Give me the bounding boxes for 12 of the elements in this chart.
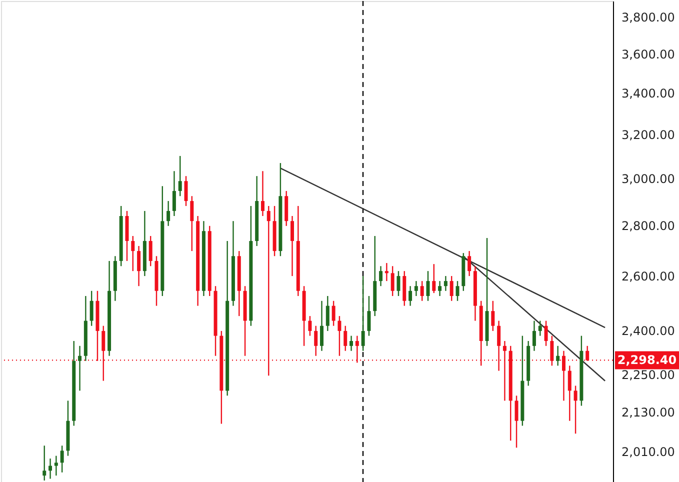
y-tick-label: 3,600.00	[622, 47, 675, 62]
ref-line-label: 2,298.40	[617, 353, 677, 368]
y-tick-label: 2,010.00	[622, 445, 675, 460]
y-tick-label: 3,400.00	[622, 86, 675, 100]
y-tick-label: 2,800.00	[622, 218, 675, 233]
y-tick-label: 3,000.00	[622, 172, 675, 186]
y-tick-label: 3,800.00	[622, 10, 675, 24]
y-tick-label: 2,130.00	[622, 406, 675, 420]
y-tick-label: 2,400.00	[622, 324, 675, 338]
y-tick-label: 2,250.00	[622, 368, 675, 382]
y-tick-label: 3,200.00	[622, 128, 675, 142]
y-tick-label: 2,600.00	[622, 270, 675, 284]
